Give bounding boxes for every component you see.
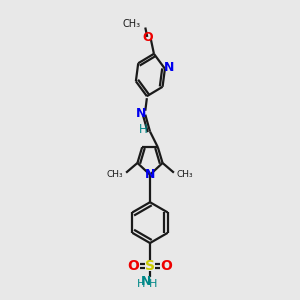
Text: N: N	[141, 275, 151, 288]
Text: O: O	[160, 259, 172, 273]
Text: CH₃: CH₃	[177, 170, 193, 179]
Text: N: N	[164, 61, 174, 74]
Text: N: N	[135, 106, 146, 120]
Text: O: O	[128, 259, 140, 273]
Text: CH₃: CH₃	[122, 19, 141, 29]
Text: N: N	[145, 168, 155, 181]
Text: H: H	[139, 124, 147, 136]
Text: H: H	[136, 279, 145, 289]
Text: CH₃: CH₃	[107, 170, 123, 179]
Text: H: H	[149, 279, 158, 289]
Text: S: S	[145, 259, 155, 273]
Text: O: O	[142, 31, 153, 44]
